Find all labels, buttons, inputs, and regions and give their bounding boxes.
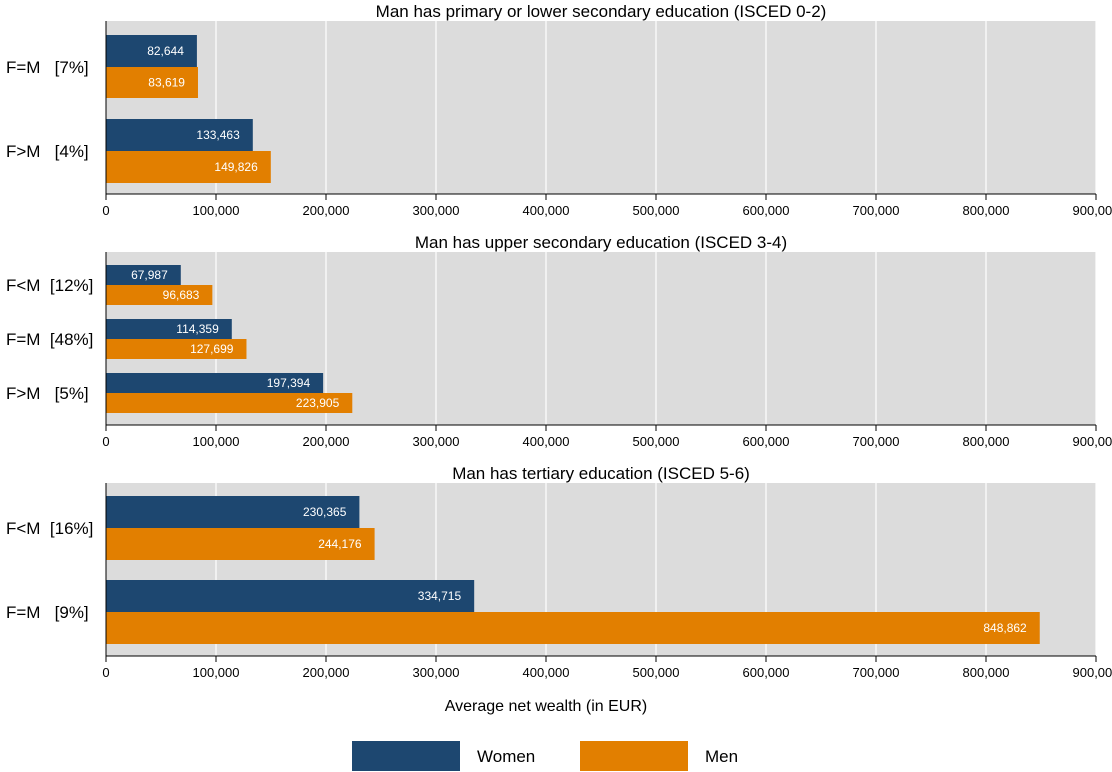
x-tick-label: 600,000 xyxy=(743,434,790,449)
legend-label-men: Men xyxy=(705,747,738,766)
bar-women xyxy=(106,319,232,339)
x-tick-label: 800,000 xyxy=(963,203,1010,218)
bar-value-label-men: 83,619 xyxy=(148,76,185,90)
x-tick-label: 100,000 xyxy=(193,665,240,680)
x-tick-label: 500,000 xyxy=(633,665,680,680)
legend-swatch-men xyxy=(580,741,688,771)
bar-women xyxy=(106,35,197,67)
bar-value-label-women: 67,987 xyxy=(131,268,168,282)
x-axis-title: Average net wealth (in EUR) xyxy=(445,698,647,715)
panel-title: Man has tertiary education (ISCED 5-6) xyxy=(452,464,750,483)
x-tick-label: 400,000 xyxy=(523,203,570,218)
bar-women xyxy=(106,373,324,393)
x-tick-label: 0 xyxy=(102,203,109,218)
panel-title: Man has primary or lower secondary educa… xyxy=(376,2,827,21)
x-tick-label: 900,000 xyxy=(1073,434,1112,449)
category-label: F=M [7%] xyxy=(6,58,89,77)
x-tick-label: 300,000 xyxy=(413,665,460,680)
bar-women xyxy=(106,580,475,612)
bar-value-label-men: 96,683 xyxy=(163,288,200,302)
x-tick-label: 400,000 xyxy=(523,434,570,449)
bar-value-label-women: 334,715 xyxy=(418,589,462,603)
bar-men xyxy=(106,393,353,413)
x-tick-label: 200,000 xyxy=(303,665,350,680)
bar-value-label-women: 82,644 xyxy=(147,44,184,58)
bar-men xyxy=(106,612,1040,644)
x-tick-label: 800,000 xyxy=(963,434,1010,449)
category-label: F>M [5%] xyxy=(6,384,89,403)
x-tick-label: 700,000 xyxy=(853,434,900,449)
x-tick-label: 300,000 xyxy=(413,203,460,218)
x-tick-label: 200,000 xyxy=(303,203,350,218)
x-tick-label: 700,000 xyxy=(853,665,900,680)
bar-value-label-men: 127,699 xyxy=(190,342,234,356)
x-tick-label: 100,000 xyxy=(193,434,240,449)
category-label: F=M [48%] xyxy=(6,330,93,349)
x-tick-label: 700,000 xyxy=(853,203,900,218)
x-tick-label: 200,000 xyxy=(303,434,350,449)
x-tick-label: 500,000 xyxy=(633,203,680,218)
legend-label-women: Women xyxy=(477,747,535,766)
bar-men xyxy=(106,339,247,359)
x-tick-label: 300,000 xyxy=(413,434,460,449)
panel-title: Man has upper secondary education (ISCED… xyxy=(415,233,787,252)
x-tick-label: 600,000 xyxy=(743,203,790,218)
bar-women xyxy=(106,496,360,528)
bar-value-label-men: 149,826 xyxy=(214,160,258,174)
x-tick-label: 500,000 xyxy=(633,434,680,449)
bar-value-label-women: 230,365 xyxy=(303,505,347,519)
x-tick-label: 900,000 xyxy=(1073,203,1112,218)
x-tick-label: 800,000 xyxy=(963,665,1010,680)
bar-value-label-women: 133,463 xyxy=(196,128,240,142)
x-tick-label: 0 xyxy=(102,434,109,449)
bar-men xyxy=(106,285,213,305)
bar-value-label-men: 223,905 xyxy=(296,396,340,410)
bar-value-label-men: 244,176 xyxy=(318,537,362,551)
bar-men xyxy=(106,67,198,98)
category-label: F<M [16%] xyxy=(6,519,93,538)
bar-value-label-men: 848,862 xyxy=(983,621,1027,635)
plot-background xyxy=(106,21,1096,194)
bar-men xyxy=(106,528,375,560)
category-label: F<M [12%] xyxy=(6,276,93,295)
x-tick-label: 0 xyxy=(102,665,109,680)
x-tick-label: 600,000 xyxy=(743,665,790,680)
bar-women xyxy=(106,265,181,285)
x-tick-label: 400,000 xyxy=(523,665,570,680)
bar-value-label-women: 114,359 xyxy=(176,322,219,336)
bar-men xyxy=(106,151,271,183)
category-label: F=M [9%] xyxy=(6,603,89,622)
x-tick-label: 100,000 xyxy=(193,203,240,218)
legend-swatch-women xyxy=(352,741,460,771)
bar-value-label-women: 197,394 xyxy=(267,376,311,390)
x-tick-label: 900,000 xyxy=(1073,665,1112,680)
bar-women xyxy=(106,119,253,151)
category-label: F>M [4%] xyxy=(6,142,89,161)
